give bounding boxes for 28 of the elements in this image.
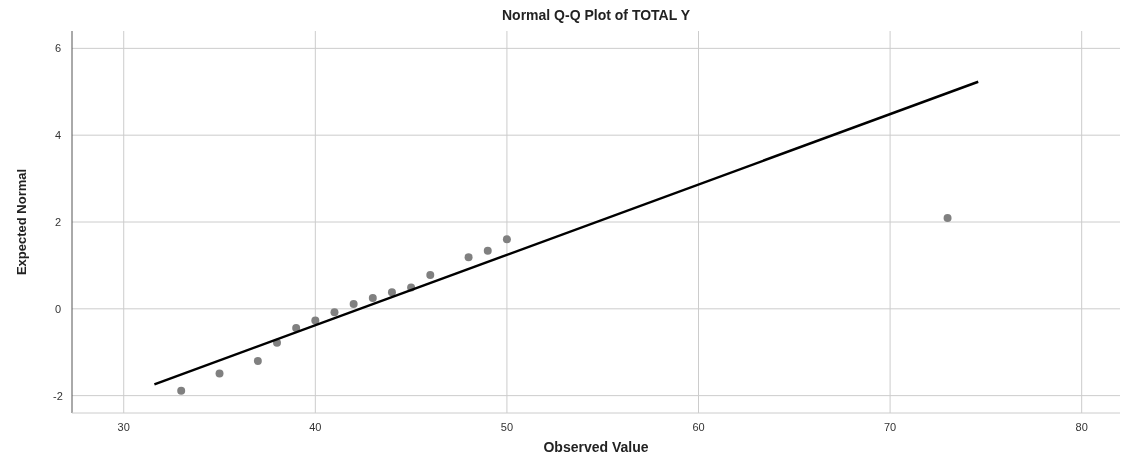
point [368,293,377,302]
chart-title: Normal Q-Q Plot of TOTAL Y [502,7,691,23]
x-tick-label: 50 [500,421,514,433]
y-tick-label: -2 [53,389,63,402]
x-tick-label: 60 [692,421,705,433]
x-tick-label: 80 [1075,421,1088,433]
point [483,246,492,255]
y-tick-label: 0 [54,302,62,315]
x-tick-label: 30 [117,421,130,433]
point [464,253,473,262]
point [215,369,224,378]
x-tick-label: 70 [883,421,897,433]
point [349,300,358,309]
y-tick-label: 4 [54,129,62,142]
point [426,270,435,279]
point [330,308,339,317]
y-tick-label: 2 [54,216,62,228]
point [253,356,262,365]
point [502,235,511,244]
x-axis-title: Observed Value [543,439,649,455]
y-tick-label: 6 [54,42,62,55]
point [292,323,301,332]
point [387,288,396,297]
x-tick-label: 40 [309,421,322,433]
point [177,386,186,395]
y-axis-title: Expected Normal [14,168,29,276]
point [311,316,320,325]
point [943,214,952,223]
